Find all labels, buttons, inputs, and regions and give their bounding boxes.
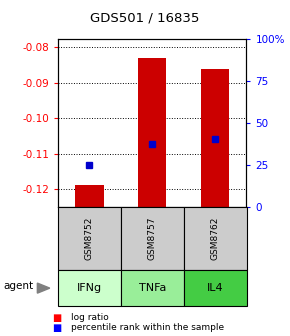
Text: percentile rank within the sample: percentile rank within the sample — [71, 323, 224, 332]
Text: TNFa: TNFa — [139, 283, 166, 293]
Text: ■: ■ — [52, 323, 61, 333]
Text: IFNg: IFNg — [77, 283, 102, 293]
Text: agent: agent — [3, 282, 33, 291]
Text: log ratio: log ratio — [71, 313, 109, 322]
Polygon shape — [37, 283, 50, 293]
Bar — [201, 69, 229, 207]
Bar — [138, 58, 166, 207]
Bar — [75, 185, 104, 207]
Text: GSM8762: GSM8762 — [211, 217, 220, 260]
Text: GSM8752: GSM8752 — [85, 217, 94, 260]
Text: ■: ■ — [52, 312, 61, 323]
Text: GSM8757: GSM8757 — [148, 217, 157, 260]
Text: IL4: IL4 — [207, 283, 223, 293]
Text: GDS501 / 16835: GDS501 / 16835 — [90, 12, 200, 25]
